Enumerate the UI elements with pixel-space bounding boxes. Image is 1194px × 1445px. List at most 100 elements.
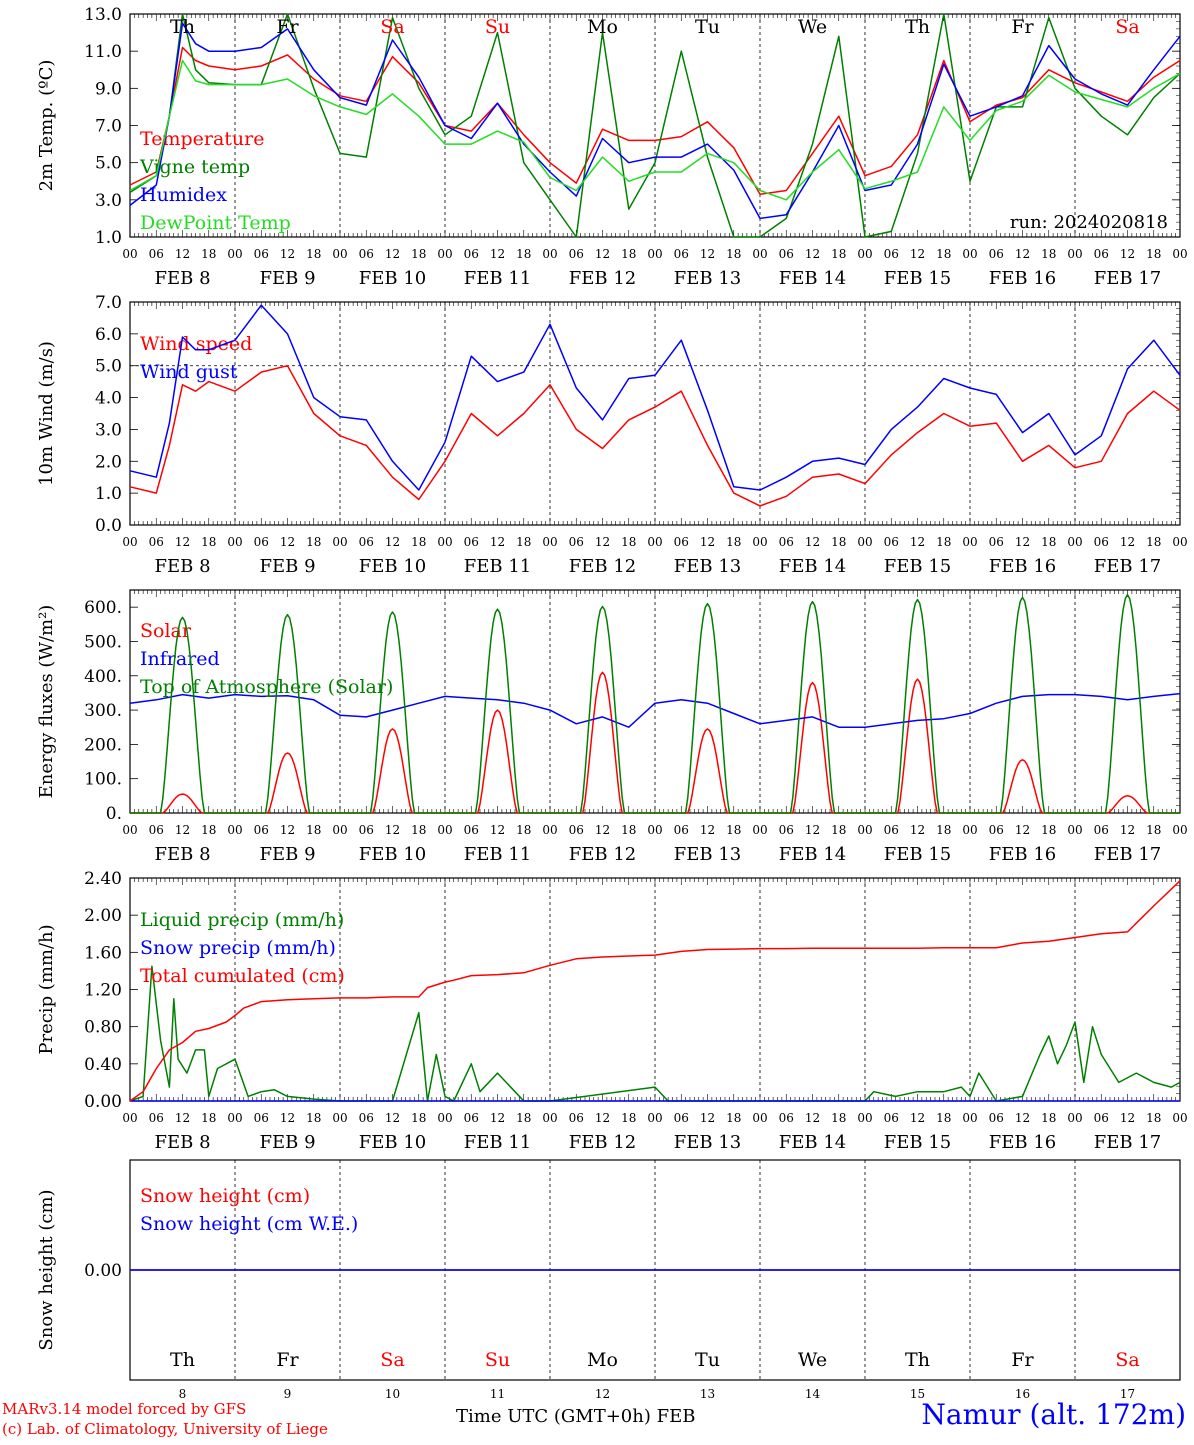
hour-tick-label: 06	[779, 1111, 794, 1125]
hour-tick-label: 06	[674, 535, 689, 549]
hour-tick-label: 06	[884, 535, 899, 549]
y-tick-label: 3.0	[95, 420, 122, 440]
hour-tick-label: 00	[1172, 1111, 1187, 1125]
hour-tick-label: 00	[227, 247, 242, 261]
date-tick-label: FEB 17	[1094, 844, 1161, 865]
hour-tick-label: 00	[857, 535, 872, 549]
hour-tick-label: 18	[306, 247, 321, 261]
day-number-label: 12	[595, 1387, 610, 1401]
hour-tick-label: 18	[621, 535, 636, 549]
date-tick-label: FEB 9	[259, 268, 315, 289]
hour-tick-label: 18	[516, 535, 531, 549]
hour-tick-label: 00	[647, 247, 662, 261]
hour-tick-label: 18	[1146, 1111, 1161, 1125]
weekday-label: Tu	[695, 1349, 720, 1371]
hour-tick-label: 06	[779, 535, 794, 549]
date-tick-label: FEB 11	[464, 556, 531, 577]
hour-tick-label: 18	[936, 247, 951, 261]
hour-tick-label: 06	[1094, 823, 1109, 837]
y-tick-label: 4.0	[95, 389, 122, 409]
hour-tick-label: 18	[726, 247, 741, 261]
hour-tick-label: 18	[831, 535, 846, 549]
hour-tick-label: 00	[122, 1111, 137, 1125]
hour-tick-label: 12	[595, 247, 610, 261]
hour-tick-label: 18	[201, 247, 216, 261]
hour-tick-label: 18	[726, 535, 741, 549]
hour-tick-label: 00	[227, 535, 242, 549]
weekday-label: Th	[170, 16, 195, 38]
hour-tick-label: 12	[1015, 823, 1030, 837]
hour-tick-label: 18	[1146, 823, 1161, 837]
hour-tick-label: 00	[647, 823, 662, 837]
weekday-label: Fr	[276, 1349, 299, 1371]
x-axis-title: Time UTC (GMT+0h) FEB	[456, 1406, 696, 1427]
hour-tick-label: 18	[621, 247, 636, 261]
hour-tick-label: 00	[437, 247, 452, 261]
weekday-label: Sa	[380, 1349, 404, 1371]
legend-series-liquid-precip-mm-h: Liquid precip (mm/h)	[140, 909, 344, 931]
y-tick-label: 3.0	[95, 191, 122, 211]
hour-tick-label: 12	[1120, 247, 1135, 261]
legend-series-top-of-atmosphere-solar: Top of Atmosphere (Solar)	[140, 676, 393, 698]
y-tick-label: 1.0	[95, 228, 122, 248]
panel-frame	[129, 13, 1181, 238]
y-axis-title: 2m Temp. (ºC)	[36, 60, 57, 192]
hour-tick-label: 00	[1067, 823, 1082, 837]
hour-tick-label: 12	[805, 247, 820, 261]
date-tick-label: FEB 12	[569, 556, 636, 577]
y-tick-label: 100.	[84, 770, 122, 790]
y-tick-label: 5.0	[95, 154, 122, 174]
hour-tick-label: 12	[1120, 535, 1135, 549]
hour-tick-label: 12	[910, 1111, 925, 1125]
hour-tick-label: 00	[857, 247, 872, 261]
hour-tick-label: 06	[464, 823, 479, 837]
date-tick-label: FEB 9	[259, 1132, 315, 1153]
y-tick-label: 9.0	[95, 79, 122, 99]
hour-tick-label: 00	[332, 535, 347, 549]
hour-tick-label: 06	[464, 1111, 479, 1125]
date-tick-label: FEB 9	[259, 556, 315, 577]
hour-tick-label: 12	[805, 823, 820, 837]
date-tick-label: FEB 8	[154, 556, 210, 577]
hour-tick-label: 06	[989, 823, 1004, 837]
hour-tick-label: 00	[962, 535, 977, 549]
hour-tick-label: 18	[411, 823, 426, 837]
hour-tick-label: 12	[595, 535, 610, 549]
hour-tick-label: 18	[201, 535, 216, 549]
weekday-label: Sa	[1115, 16, 1139, 38]
date-tick-label: FEB 14	[779, 268, 846, 289]
date-tick-label: FEB 11	[464, 1132, 531, 1153]
date-tick-label: FEB 15	[884, 268, 951, 289]
hour-tick-label: 12	[1015, 1111, 1030, 1125]
date-tick-label: FEB 15	[884, 844, 951, 865]
weekday-label: Fr	[1011, 1349, 1034, 1371]
hour-tick-label: 18	[516, 247, 531, 261]
hour-tick-label: 18	[936, 1111, 951, 1125]
hour-tick-label: 12	[490, 1111, 505, 1125]
hour-tick-label: 00	[332, 823, 347, 837]
y-tick-label: 0.	[106, 804, 122, 824]
date-tick-label: FEB 8	[154, 268, 210, 289]
weekday-label: We	[798, 16, 827, 38]
hour-tick-label: 18	[1146, 535, 1161, 549]
hour-tick-label: 12	[805, 1111, 820, 1125]
date-tick-label: FEB 8	[154, 1132, 210, 1153]
legend-series-snow-height-cm: Snow height (cm)	[140, 1185, 310, 1207]
hour-tick-label: 12	[280, 823, 295, 837]
hour-tick-label: 00	[1067, 535, 1082, 549]
legend-series-total-cumulated-cm: Total cumulated (cm)	[140, 965, 345, 987]
hour-tick-label: 00	[542, 1111, 557, 1125]
hour-tick-label: 06	[989, 535, 1004, 549]
hour-tick-label: 00	[227, 823, 242, 837]
y-tick-label: 13.0	[84, 5, 122, 25]
hour-tick-label: 12	[1015, 535, 1030, 549]
date-tick-label: FEB 15	[884, 1132, 951, 1153]
hour-tick-label: 00	[437, 535, 452, 549]
y-tick-label: 400.	[84, 667, 122, 687]
hour-tick-label: 18	[936, 823, 951, 837]
date-tick-label: FEB 14	[779, 1132, 846, 1153]
hour-tick-label: 00	[542, 823, 557, 837]
hour-tick-label: 06	[359, 1111, 374, 1125]
hour-tick-label: 06	[149, 823, 164, 837]
